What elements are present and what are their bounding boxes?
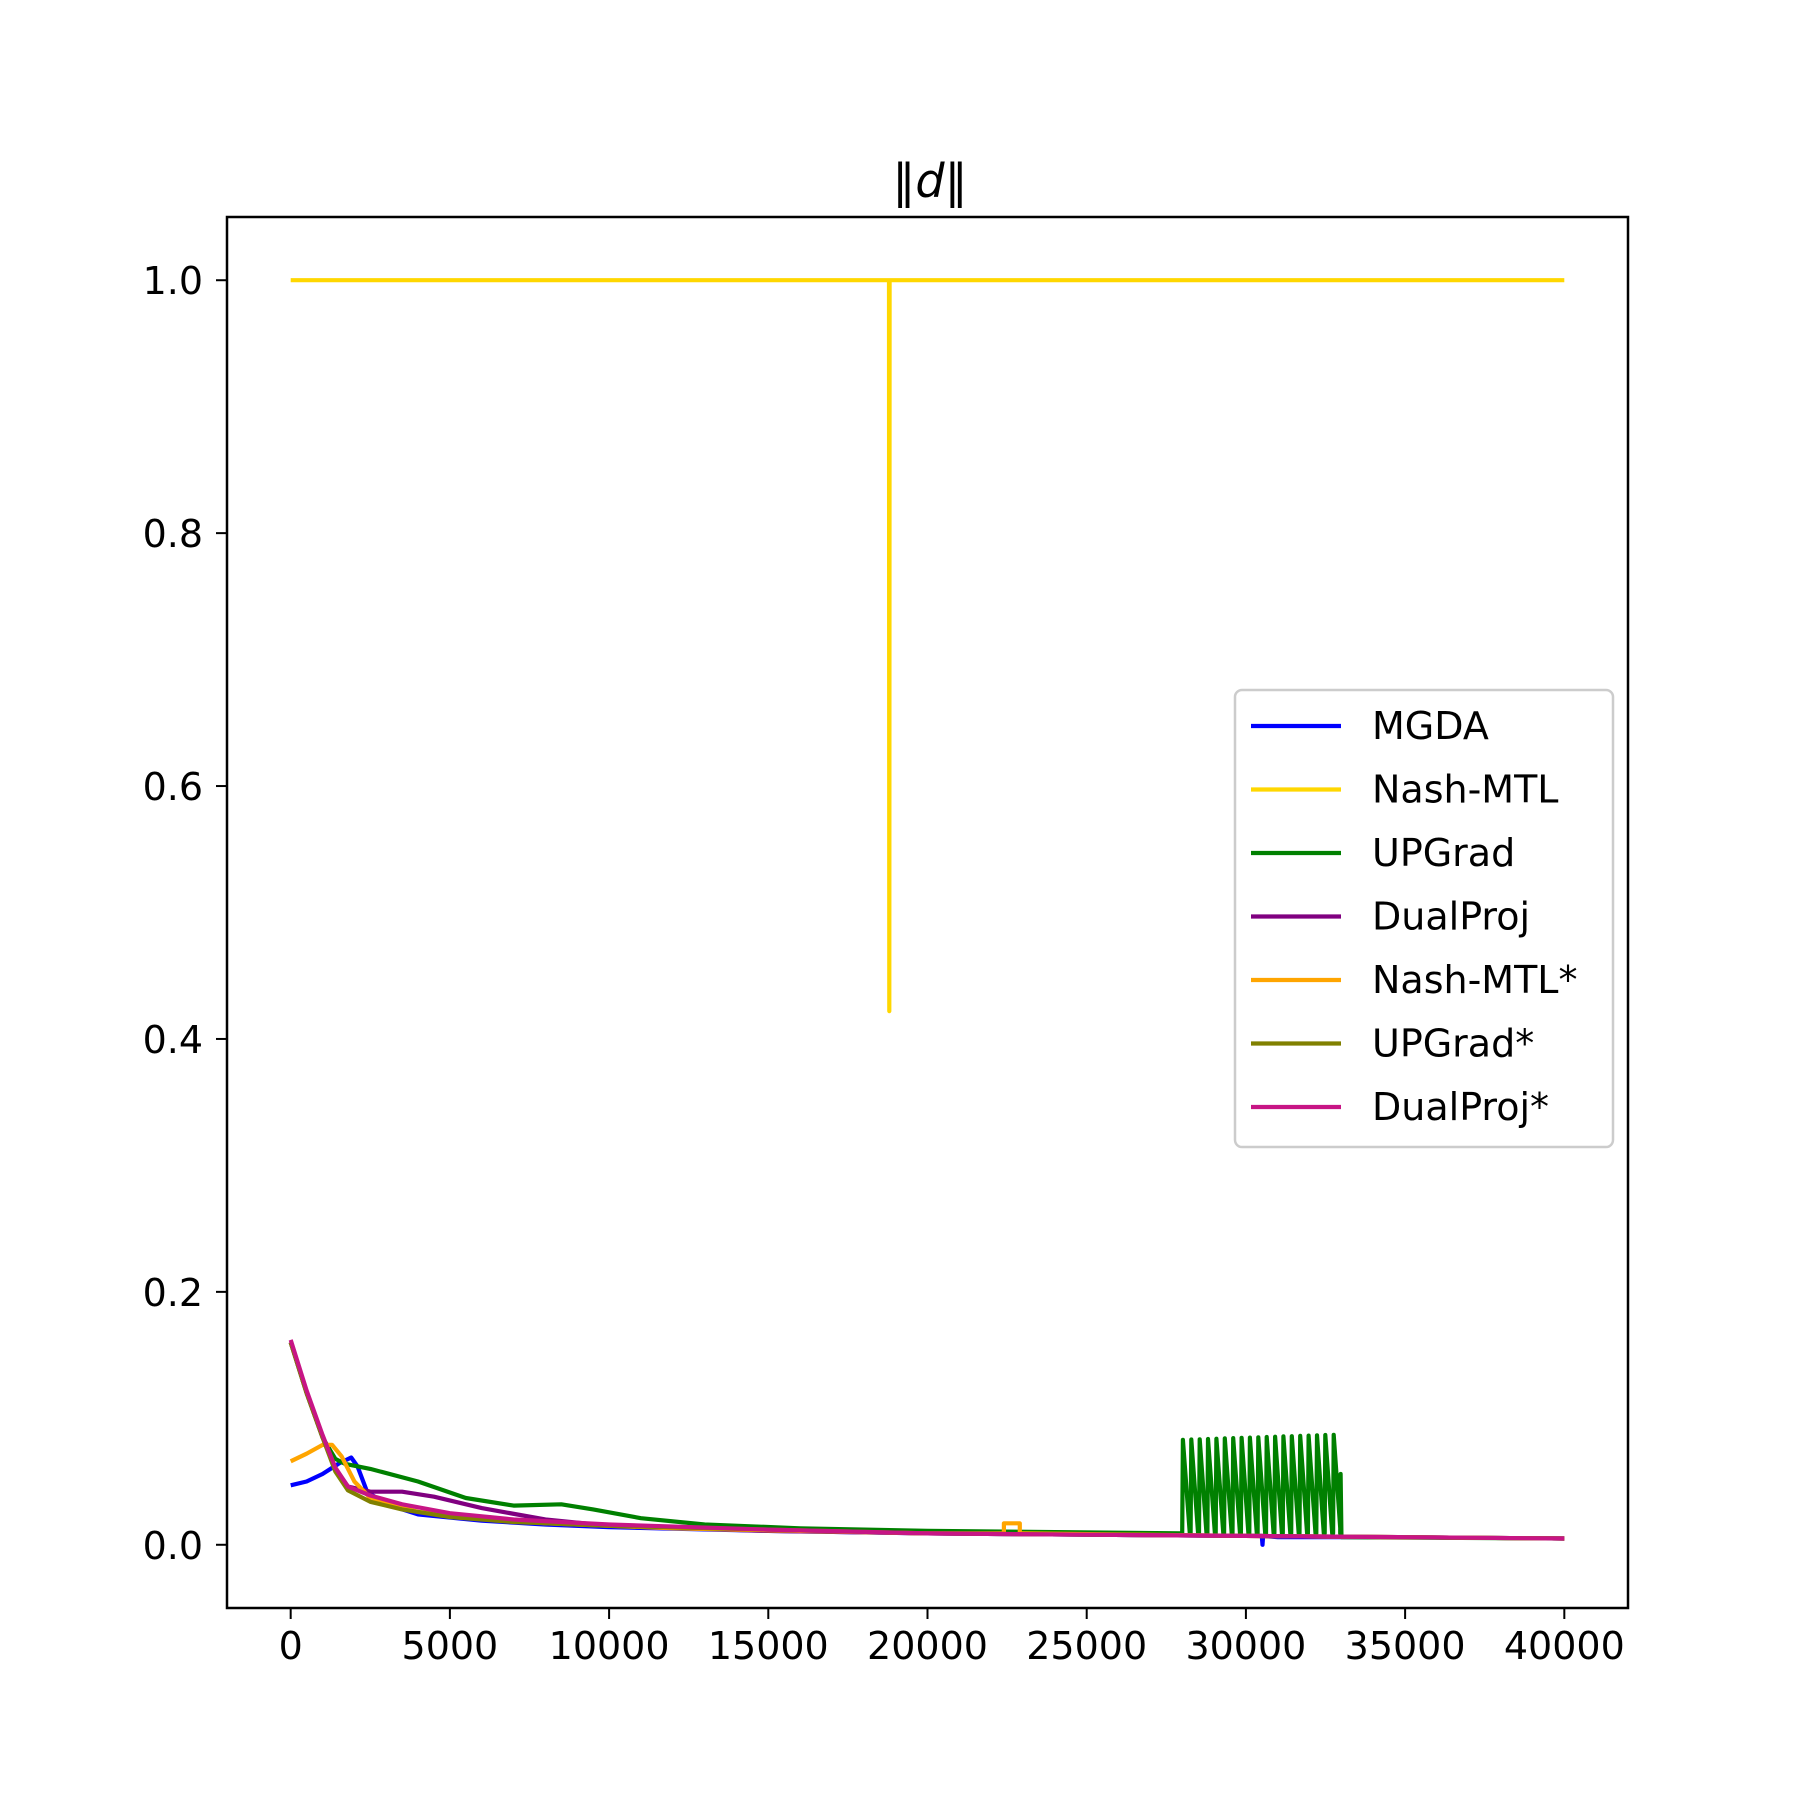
legend-label: Nash-MTL* (1372, 958, 1577, 1002)
legend-label: DualProj (1372, 895, 1530, 939)
x-tick-label: 20000 (867, 1624, 988, 1668)
x-tick-label: 5000 (402, 1624, 499, 1668)
series-line-nash-mtl (290, 278, 1565, 1014)
y-tick-label: 0.6 (143, 765, 203, 809)
legend-label: UPGrad (1372, 831, 1515, 875)
legend-label: MGDA (1372, 704, 1489, 748)
y-tick-label: 0.2 (143, 1271, 203, 1315)
x-tick-label: 30000 (1185, 1624, 1306, 1668)
series-line-upgrad (288, 1341, 1565, 1541)
legend-label: DualProj* (1372, 1085, 1549, 1129)
y-tick-label: 1.0 (143, 259, 203, 303)
x-tick-label: 15000 (708, 1624, 829, 1668)
x-tick-label: 25000 (1026, 1624, 1147, 1668)
legend: MGDA Nash-MTL UPGrad DualProj Nash-MTL* UPGra… (1233, 688, 1615, 1149)
x-tick-label: 10000 (549, 1624, 670, 1668)
legend-box (1233, 688, 1615, 1149)
x-tick-label: 0 (279, 1624, 303, 1668)
series-line-dualproj-star (288, 1339, 1565, 1541)
y-tick-label: 0.4 (143, 1018, 203, 1062)
axes-layer: 0 5000 10000 15000 20000 25000 30000 35000 40000… (143, 215, 1630, 1668)
x-tick-label: 40000 (1504, 1624, 1625, 1668)
x-tick-label: 35000 (1345, 1624, 1466, 1668)
legend-label: UPGrad* (1372, 1022, 1534, 1066)
legend-label: Nash-MTL (1372, 768, 1558, 812)
y-tick-label: 0.8 (143, 512, 203, 556)
chart-title: ‖d‖ (892, 154, 967, 209)
y-tick-label: 0.0 (143, 1524, 203, 1568)
series-layer (288, 278, 1565, 1547)
